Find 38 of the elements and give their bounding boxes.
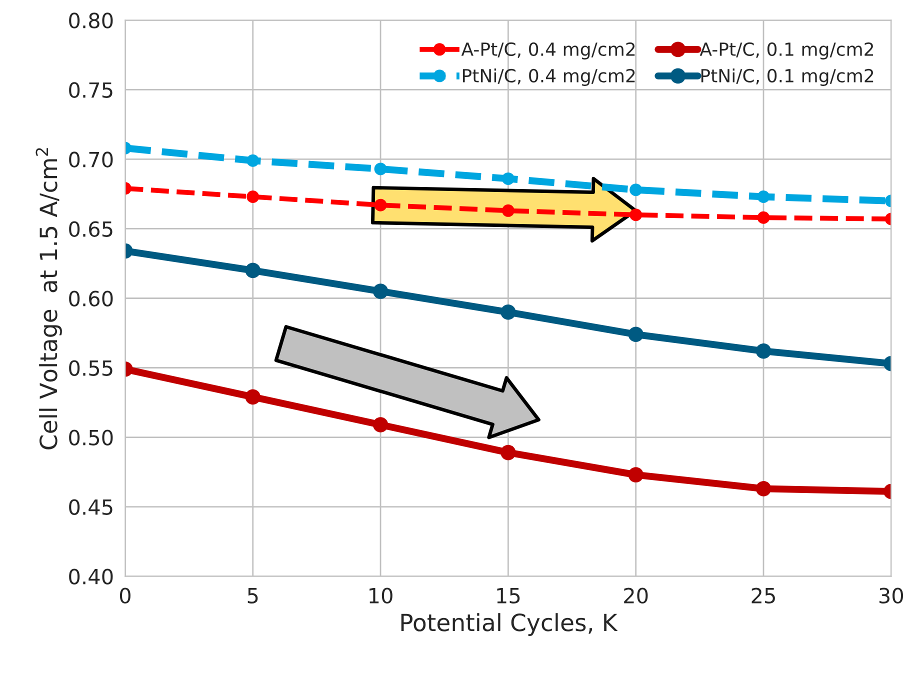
y-tick-label: 0.65 [69,221,112,237]
y-tick-label: 0.45 [69,499,112,515]
point [628,467,644,482]
y-tick-label: 0.70 [69,152,113,168]
point [246,190,260,204]
y-tick-label: 0.40 [69,568,113,584]
y-tick-label: 0.75 [69,82,112,98]
point [502,204,514,217]
point [628,326,644,342]
legend-label: PtNi/C, 0.1 mg/cm2 [701,68,874,86]
legend-label: A-Pt/C, 0.1 mg/cm2 [700,42,874,60]
point [502,172,514,185]
y-tick-label: 0.80 [69,12,113,28]
point [630,184,642,196]
x-tick-label: 0 [120,588,130,604]
y-tick-label: 0.55 [69,360,112,376]
point [500,304,516,320]
x-tick-label: 10 [370,588,392,604]
legend-label: PtNi/C, 0.4 mg/cm2 [462,68,635,86]
y-tick-label: 0.50 [69,430,113,446]
x-tick-label: 5 [248,588,258,604]
x-tick-label: 20 [624,588,648,604]
legend-label: A-Pt/C, 0.4 mg/cm2 [461,42,635,60]
point [500,444,516,460]
x-tick-label: 30 [879,588,904,604]
point [372,284,388,299]
point [630,208,642,222]
x-tick-label: 25 [752,588,775,604]
point [372,417,388,432]
point [245,262,261,278]
x-axis-title: Potential Cycles, K [401,613,618,636]
point [246,154,260,167]
point [245,389,261,405]
point [374,162,387,176]
y-axis-title: Cell Voltage at 1.5 A/cm$^{2}$ [36,148,62,450]
y-tick-label: 0.60 [69,290,113,306]
point [374,198,387,212]
x-tick-label: 15 [497,588,520,604]
